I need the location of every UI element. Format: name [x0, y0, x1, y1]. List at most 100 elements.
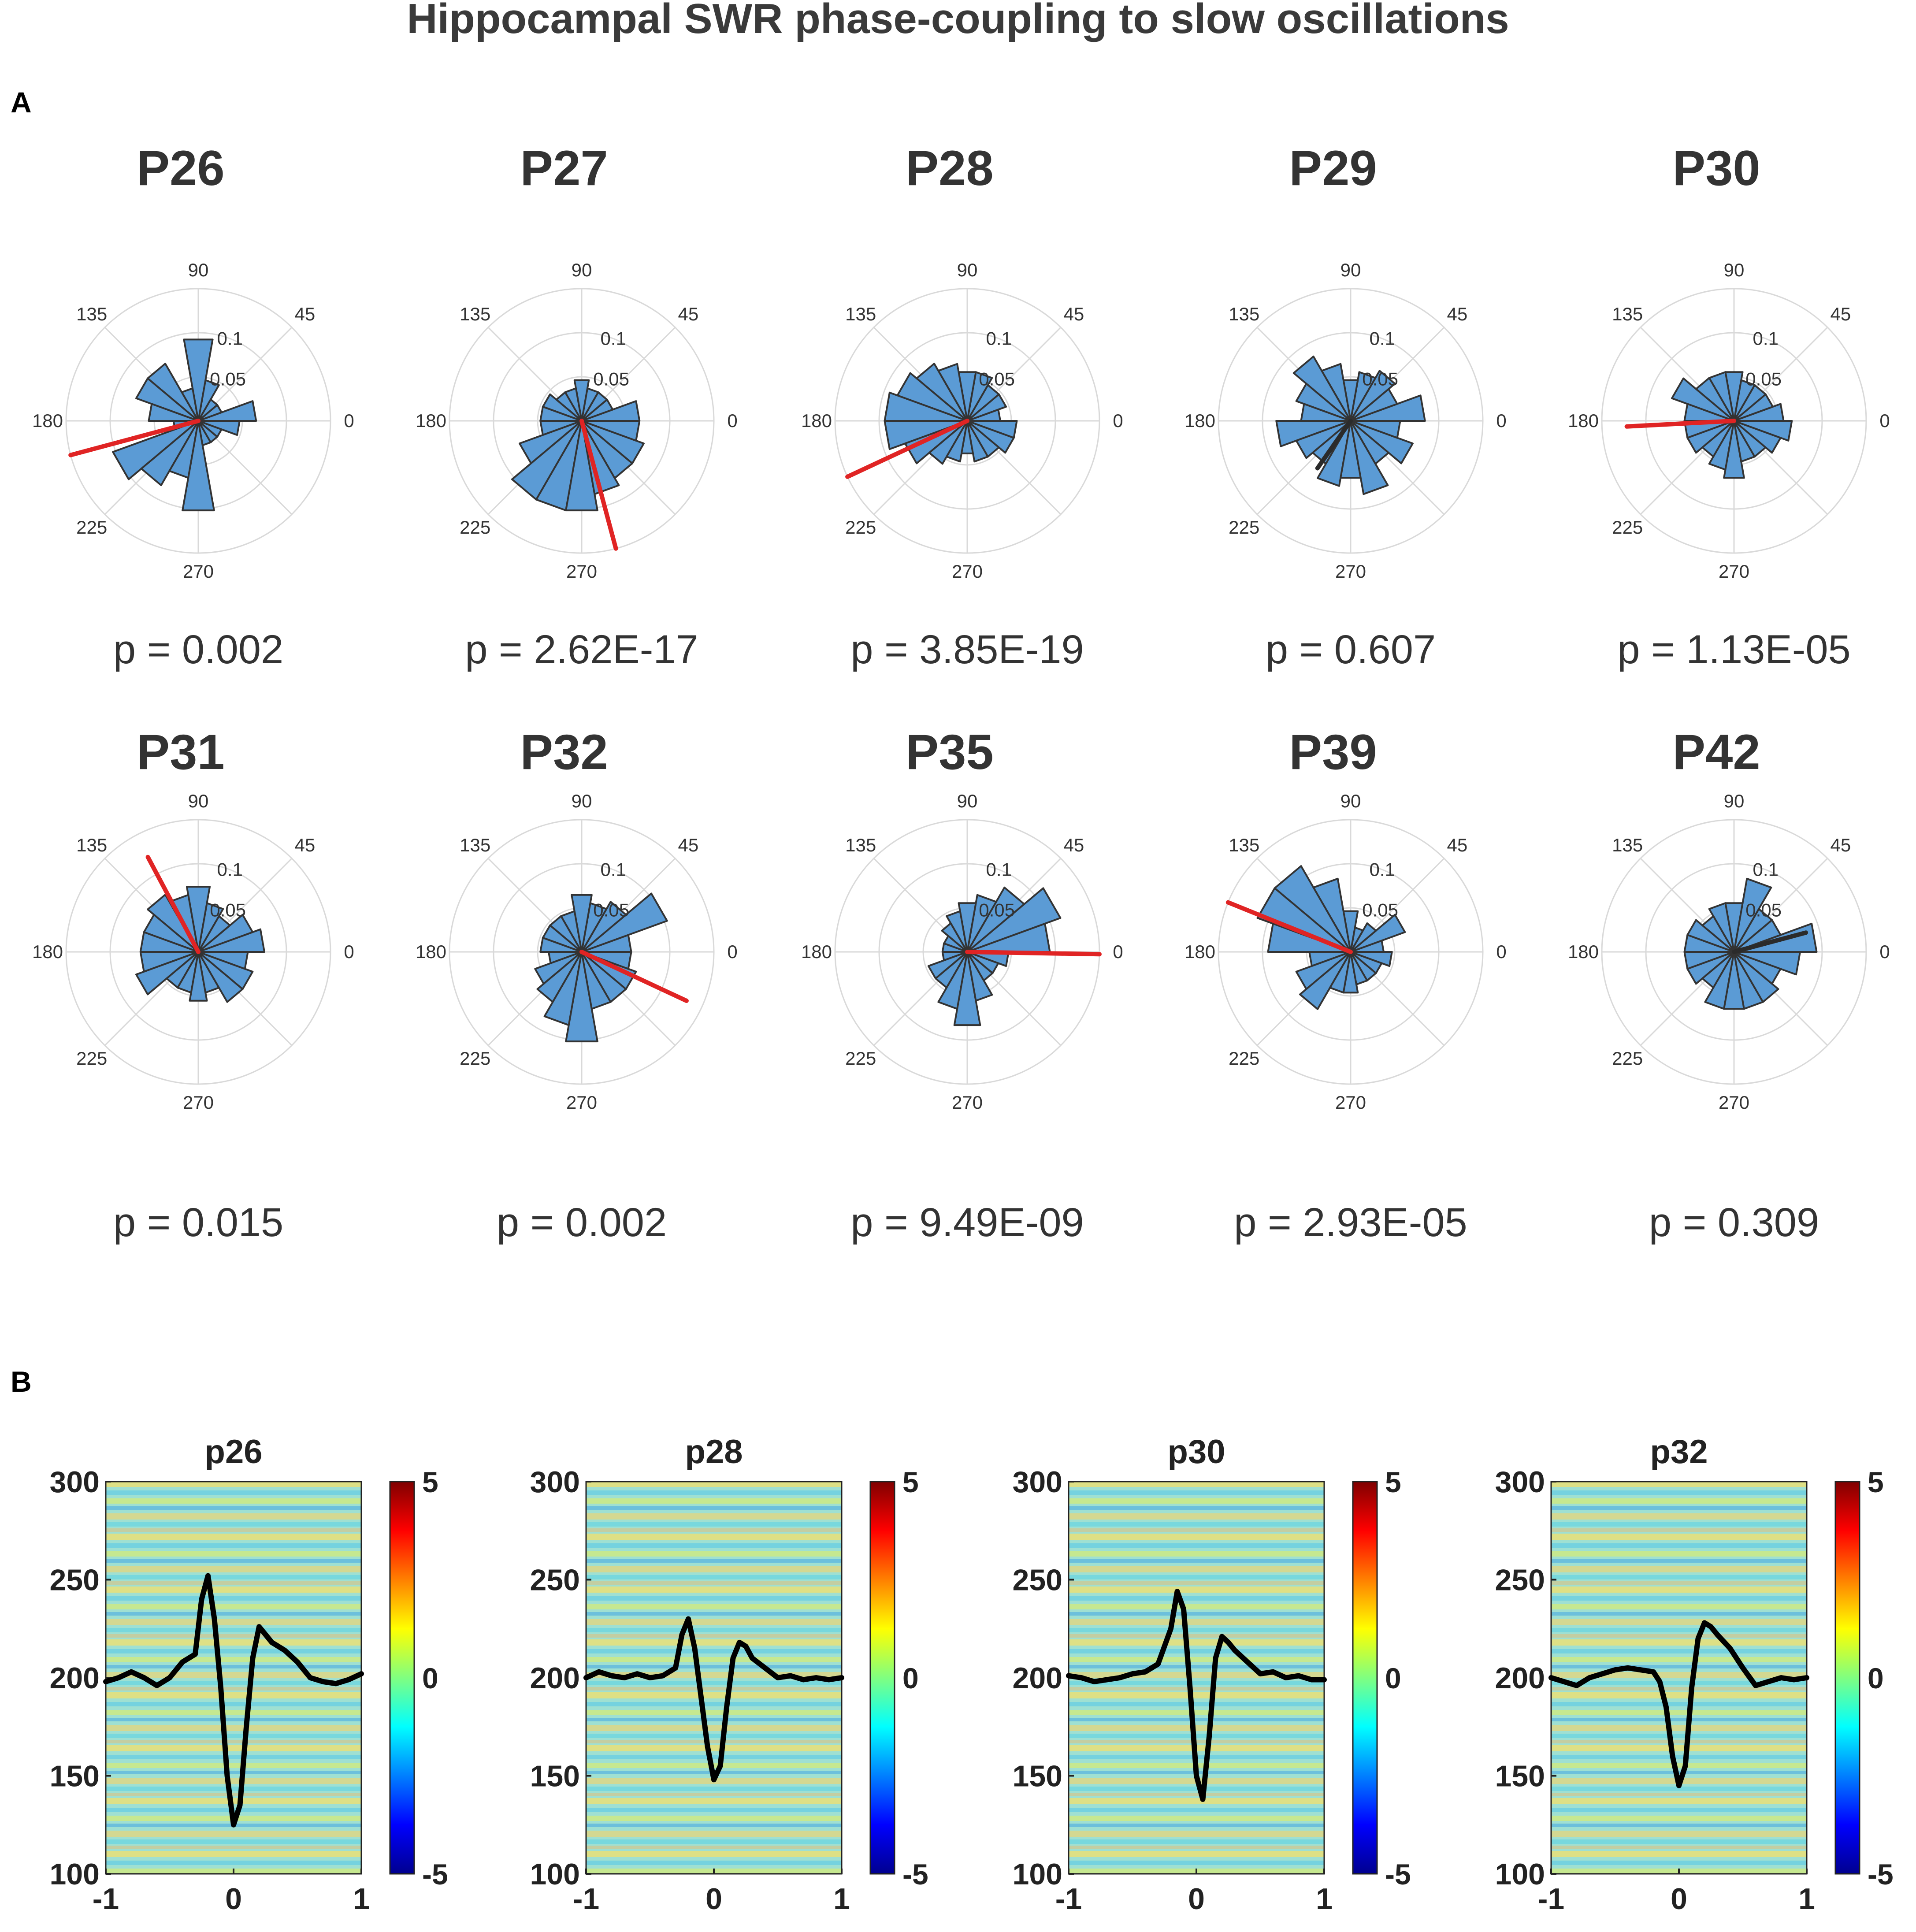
angle-tick-label: 270: [183, 1092, 214, 1113]
y-tick-label: 300: [1013, 1465, 1062, 1499]
subplot-title: P27: [520, 141, 608, 196]
angle-tick-label: 225: [460, 1048, 490, 1069]
angle-tick-label: 225: [1229, 517, 1259, 538]
panel-label-a: A: [11, 86, 32, 119]
y-tick-label: 250: [50, 1564, 100, 1597]
y-tick-label: 100: [50, 1858, 100, 1891]
radial-tick-label: 0.05: [1745, 900, 1782, 921]
angle-tick-label: 225: [460, 517, 490, 538]
colorbar: [869, 1481, 895, 1875]
angle-tick-label: 135: [1612, 835, 1643, 855]
panel-a-polar-grid: P26 90 45 0 135 180 225 270 0.05 0.1 p = 0.002 P27 9…: [32, 141, 1890, 1245]
subplot-title: P30: [1672, 141, 1760, 196]
histogram-petal: [1733, 951, 1801, 976]
mean-vector: [579, 419, 618, 551]
angle-tick-label: 0: [727, 941, 737, 962]
average-trace-line: [583, 1616, 844, 1783]
angle-tick-label: 270: [952, 1092, 983, 1113]
mean-vector: [1225, 900, 1353, 954]
angle-tick-label: 180: [32, 410, 63, 431]
colorbar-tick-label: 0: [902, 1662, 919, 1694]
angle-tick-label: 0: [1879, 410, 1890, 431]
x-tick-label: 1: [833, 1882, 850, 1916]
average-trace-line: [1548, 1620, 1809, 1788]
angle-tick-label: 225: [76, 1048, 107, 1069]
heatmap-title: p30: [1168, 1433, 1225, 1471]
histogram-petal: [1350, 951, 1393, 967]
colorbar-tick-label: 0: [422, 1662, 438, 1694]
average-trace-line: [1066, 1589, 1327, 1802]
radial-tick-label: 0.05: [593, 900, 629, 921]
colorbar-tick-label: -5: [1385, 1858, 1411, 1891]
angle-tick-label: 45: [1447, 835, 1467, 855]
angle-tick-label: 270: [952, 561, 983, 582]
subplot-title: P26: [137, 141, 224, 196]
angle-tick-label: 225: [1229, 1048, 1259, 1069]
angle-tick-label: 270: [1335, 561, 1366, 582]
angle-tick-label: 90: [1340, 791, 1361, 811]
radial-tick-label: 0.1: [217, 859, 243, 880]
mean-vector: [845, 419, 969, 479]
colorbar-tick-label: 0: [1385, 1662, 1401, 1694]
angle-tick-label: 135: [845, 304, 876, 324]
angle-tick-label: 90: [1340, 260, 1361, 280]
angle-tick-label: 270: [1719, 1092, 1749, 1113]
y-tick-label: 200: [1495, 1661, 1545, 1695]
angle-tick-label: 90: [957, 791, 978, 811]
p-value-label: p = 1.13E-05: [1617, 627, 1850, 672]
angle-tick-label: 45: [294, 304, 315, 324]
radial-tick-label: 0.05: [593, 369, 629, 390]
radial-tick-label: 0.1: [986, 328, 1012, 349]
y-tick-label: 300: [50, 1465, 100, 1499]
mean-vector: [68, 419, 201, 457]
heatmap-title: p26: [205, 1433, 263, 1471]
x-tick-label: -1: [1538, 1882, 1564, 1916]
polar-subplot: P30 90 45 0 135 180 225 270 0.05 0.1 p = 1.13E-05: [1568, 141, 1890, 672]
histogram-petal: [581, 420, 641, 442]
angle-tick-label: 45: [1063, 835, 1084, 855]
radial-tick-label: 0.1: [1370, 328, 1395, 349]
heatmap-title: p32: [1650, 1433, 1708, 1471]
y-tick-label: 200: [530, 1661, 580, 1695]
angle-tick-label: 180: [32, 941, 63, 962]
x-tick-label: 1: [1798, 1882, 1815, 1916]
angle-tick-label: 0: [1113, 941, 1123, 962]
angle-tick-label: 180: [1568, 410, 1599, 431]
y-tick-label: 300: [1495, 1465, 1545, 1499]
panel-label-b: B: [11, 1365, 32, 1398]
p-value-label: p = 0.607: [1266, 627, 1436, 672]
p-value-label: p = 2.62E-17: [465, 627, 698, 672]
polar-subplot: P39 90 45 0 135 180 225 270 0.05 0.1 p = 2.93E-05: [1185, 724, 1507, 1245]
angle-tick-label: 225: [1612, 517, 1643, 538]
subplot-title: P31: [137, 724, 224, 780]
x-tick-label: 0: [1188, 1882, 1205, 1916]
colorbar-tick-label: 5: [902, 1466, 919, 1498]
polar-subplot: P29 90 45 0 135 180 225 270 0.05 0.1 p = 0.607: [1185, 141, 1507, 672]
angle-tick-label: 135: [76, 835, 107, 855]
p-value-label: p = 9.49E-09: [850, 1200, 1084, 1245]
p-value-label: p = 3.85E-19: [850, 627, 1084, 672]
histogram-petal: [197, 951, 249, 970]
angle-tick-label: 135: [1612, 304, 1643, 324]
colorbar-tick-label: 5: [1868, 1466, 1884, 1498]
p-value-label: p = 0.015: [113, 1200, 283, 1245]
radial-tick-label: 0.1: [1753, 328, 1779, 349]
angle-tick-label: 270: [1719, 561, 1749, 582]
angle-tick-label: 225: [845, 517, 876, 538]
x-tick-label: 1: [1316, 1882, 1333, 1916]
angle-tick-label: 270: [566, 561, 597, 582]
radial-tick-label: 0.1: [601, 328, 626, 349]
polar-subplot: P31 90 45 0 135 180 225 270 0.05 0.1 p = 0.015: [32, 724, 354, 1245]
polar-subplot: P35 90 45 0 135 180 225 270 0.05 0.1 p = 9.49E-09: [801, 724, 1123, 1245]
p-value-label: p = 0.002: [113, 627, 283, 672]
mean-vector: [1732, 930, 1808, 954]
p-value-label: p = 0.309: [1649, 1200, 1819, 1245]
histogram-petal: [1350, 420, 1401, 439]
angle-tick-label: 90: [572, 260, 592, 280]
colorbar-tick-label: 5: [1385, 1466, 1401, 1498]
angle-tick-label: 45: [1063, 304, 1084, 324]
radial-tick-label: 0.1: [217, 328, 243, 349]
